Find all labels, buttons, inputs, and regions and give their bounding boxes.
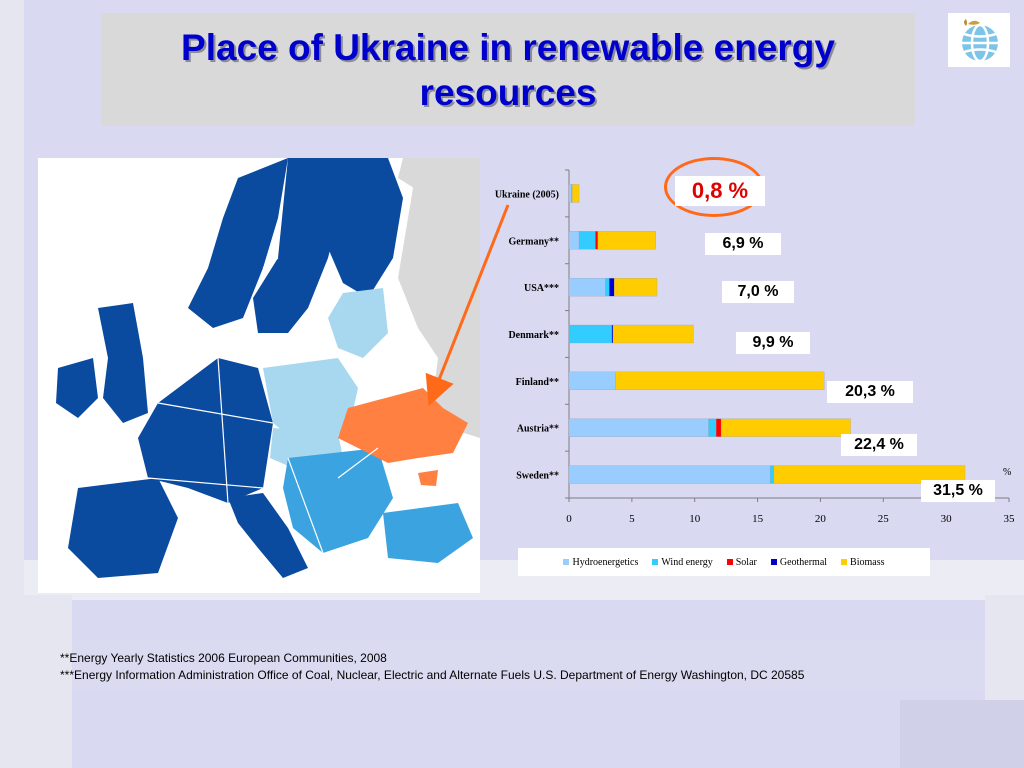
uk-region xyxy=(98,303,148,423)
slide-title: Place of Ukraine in renewable energy res… xyxy=(181,26,835,113)
total-label-denmark: 9,9 % xyxy=(736,332,810,354)
bar-segment-biomass xyxy=(615,371,825,391)
axis-unit-label: % xyxy=(1003,467,1012,478)
category-label: USA*** xyxy=(524,283,559,294)
chart-panel: Ukraine (2005) Germany** USA*** Denmark** Fi… xyxy=(480,158,1024,593)
italy-region xyxy=(228,493,308,578)
legend-item: Geothermal xyxy=(770,556,828,568)
category-label: Denmark** xyxy=(508,330,559,341)
category-label: Ukraine (2005) xyxy=(495,189,559,200)
legend-label: Solar xyxy=(735,556,757,568)
bar-segment-biomass xyxy=(720,418,851,437)
legend-item: Biomass xyxy=(841,556,885,568)
bar-segment-biomass xyxy=(612,324,694,344)
total-label-sweden: 31,5 % xyxy=(921,480,995,502)
bar-segment-biomass xyxy=(571,184,580,203)
background-tile xyxy=(900,700,1024,768)
bar-segment-wind-energy xyxy=(605,277,610,297)
chart-legend: Hydroenergetics Wind energy Solar Geotherma… xyxy=(518,548,930,576)
total-label-austria: 22,4 % xyxy=(841,434,917,456)
category-label: Austria** xyxy=(517,424,559,435)
legend-swatch xyxy=(841,559,848,565)
legend-item: Solar xyxy=(726,556,757,568)
bar-segment-biomass xyxy=(773,465,966,484)
background-tile xyxy=(0,595,72,768)
footnote-1: **Energy Yearly Statistics 2006 European… xyxy=(60,651,387,665)
title-box: Place of Ukraine in renewable energy res… xyxy=(101,13,915,126)
footnotes: **Energy Yearly Statistics 2006 European… xyxy=(60,650,1000,684)
bar-segment-wind-energy xyxy=(578,231,596,250)
turkey-region xyxy=(383,503,473,563)
bar-segment-hydroenergetics xyxy=(568,277,606,297)
norway-region xyxy=(188,158,288,328)
baltic-region xyxy=(328,288,388,358)
legend-label: Wind energy xyxy=(661,556,713,568)
iberia-region xyxy=(68,478,178,578)
bar-segment-hydroenergetics xyxy=(568,465,771,484)
finland-region xyxy=(328,158,403,298)
ireland-region xyxy=(56,358,98,418)
legend-label: Biomass xyxy=(850,556,885,568)
total-label-germany: 6,9 % xyxy=(705,233,781,255)
bar-segment-hydroenergetics xyxy=(568,184,572,203)
region xyxy=(398,158,420,188)
crimea-region xyxy=(418,470,438,486)
bar-segment-wind-energy xyxy=(769,465,775,484)
x-tick-label: 5 xyxy=(629,513,635,525)
legend-swatch xyxy=(652,559,659,565)
x-tick-label: 20 xyxy=(815,513,827,525)
total-label-usa: 7,0 % xyxy=(722,281,794,303)
legend-swatch xyxy=(770,559,777,565)
globe-icon xyxy=(948,13,1010,67)
europe-map-svg xyxy=(38,158,480,593)
x-tick-label: 0 xyxy=(566,513,572,525)
bar-segment-solar xyxy=(715,418,722,437)
category-label: Germany** xyxy=(508,236,559,247)
legend-swatch xyxy=(563,559,570,565)
bar-segment-geothermal xyxy=(609,277,615,297)
bar-segment-solar xyxy=(595,231,599,250)
bar-segment-hydroenergetics xyxy=(568,418,709,437)
background-stripe xyxy=(0,640,1024,690)
bar-segment-geothermal xyxy=(611,324,614,344)
balkans-region xyxy=(283,448,393,553)
bar-segment-wind-energy xyxy=(568,324,612,344)
legend-item: Hydroenergetics xyxy=(563,557,638,568)
x-tick-label: 15 xyxy=(752,513,764,525)
x-tick-label: 35 xyxy=(1004,513,1016,525)
category-label: Finland** xyxy=(516,377,559,388)
stacked-bar-chart: Ukraine (2005) Germany** USA*** Denmark** Fi… xyxy=(495,169,1016,525)
bar-segment-biomass xyxy=(614,277,658,297)
sweden-region xyxy=(253,158,343,333)
legend-item: Wind energy xyxy=(652,556,713,568)
bar-segment-hydroenergetics xyxy=(568,371,616,391)
legend-swatch xyxy=(726,559,733,565)
x-tick-label: 10 xyxy=(689,513,701,525)
x-tick-label: 30 xyxy=(941,513,953,525)
ukraine-region xyxy=(338,388,468,463)
footnote-2: ***Energy Information Administration Off… xyxy=(60,668,805,682)
bar-segment-biomass xyxy=(597,231,656,250)
bar-segment-wind-energy xyxy=(708,418,717,437)
x-tick-label: 25 xyxy=(878,513,890,525)
total-label-finland: 20,3 % xyxy=(827,381,913,403)
poland-region xyxy=(263,358,358,443)
legend-label: Geothermal xyxy=(779,556,828,568)
france-germany-region xyxy=(138,358,273,503)
total-label-ukraine: 0,8 % xyxy=(675,176,765,206)
europe-map xyxy=(38,158,480,593)
bar-segment-hydroenergetics xyxy=(568,231,580,250)
legend-label: Hydroenergetics xyxy=(572,556,639,568)
category-label: Sweden** xyxy=(516,471,559,482)
